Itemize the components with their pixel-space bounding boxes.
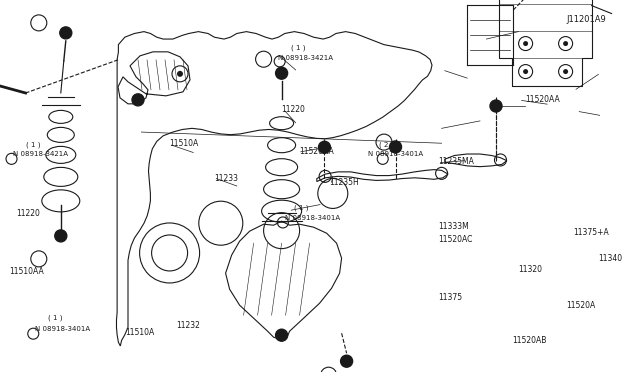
Text: 11375+A: 11375+A: [573, 228, 609, 237]
Text: N 08918-3401A: N 08918-3401A: [285, 215, 340, 221]
Text: ( 1 ): ( 1 ): [294, 204, 309, 211]
Text: 11520AB: 11520AB: [512, 336, 547, 345]
Text: 11235MA: 11235MA: [438, 157, 474, 166]
Text: N 08918-3401A: N 08918-3401A: [368, 151, 423, 157]
Text: 11233: 11233: [214, 174, 239, 183]
Circle shape: [276, 329, 287, 341]
Circle shape: [60, 27, 72, 39]
Text: ( 2 ): ( 2 ): [379, 141, 393, 148]
Text: J11201A9: J11201A9: [566, 15, 606, 24]
Circle shape: [490, 100, 502, 112]
Circle shape: [177, 71, 183, 77]
Text: ( 1 ): ( 1 ): [26, 141, 40, 148]
Circle shape: [563, 69, 568, 74]
Text: 11520AA: 11520AA: [300, 147, 334, 156]
Circle shape: [132, 94, 144, 106]
Text: 11220: 11220: [16, 209, 40, 218]
Text: 11232: 11232: [176, 321, 200, 330]
Circle shape: [340, 355, 353, 367]
Circle shape: [523, 41, 528, 46]
Text: 11510A: 11510A: [125, 328, 154, 337]
Circle shape: [276, 67, 287, 79]
Text: 11235H: 11235H: [330, 178, 359, 187]
Text: 11510A: 11510A: [170, 139, 199, 148]
Circle shape: [390, 141, 401, 153]
Text: ( 1 ): ( 1 ): [48, 315, 63, 321]
Text: N 08918-3421A: N 08918-3421A: [278, 55, 333, 61]
Text: 11320: 11320: [518, 265, 543, 274]
Text: 11520AC: 11520AC: [438, 235, 473, 244]
Circle shape: [55, 230, 67, 242]
Circle shape: [523, 69, 528, 74]
Text: ( 1 ): ( 1 ): [291, 44, 306, 51]
Text: 11220: 11220: [282, 105, 305, 114]
Text: 11520AA: 11520AA: [525, 95, 559, 104]
Circle shape: [319, 141, 330, 153]
Text: 11340: 11340: [598, 254, 623, 263]
Text: 11510AA: 11510AA: [10, 267, 44, 276]
Text: N 08918-3421A: N 08918-3421A: [13, 151, 68, 157]
Circle shape: [563, 41, 568, 46]
Text: N 08918-3401A: N 08918-3401A: [35, 326, 90, 332]
Text: 11520A: 11520A: [566, 301, 596, 310]
Text: 11375: 11375: [438, 293, 463, 302]
Text: 11333M: 11333M: [438, 222, 469, 231]
